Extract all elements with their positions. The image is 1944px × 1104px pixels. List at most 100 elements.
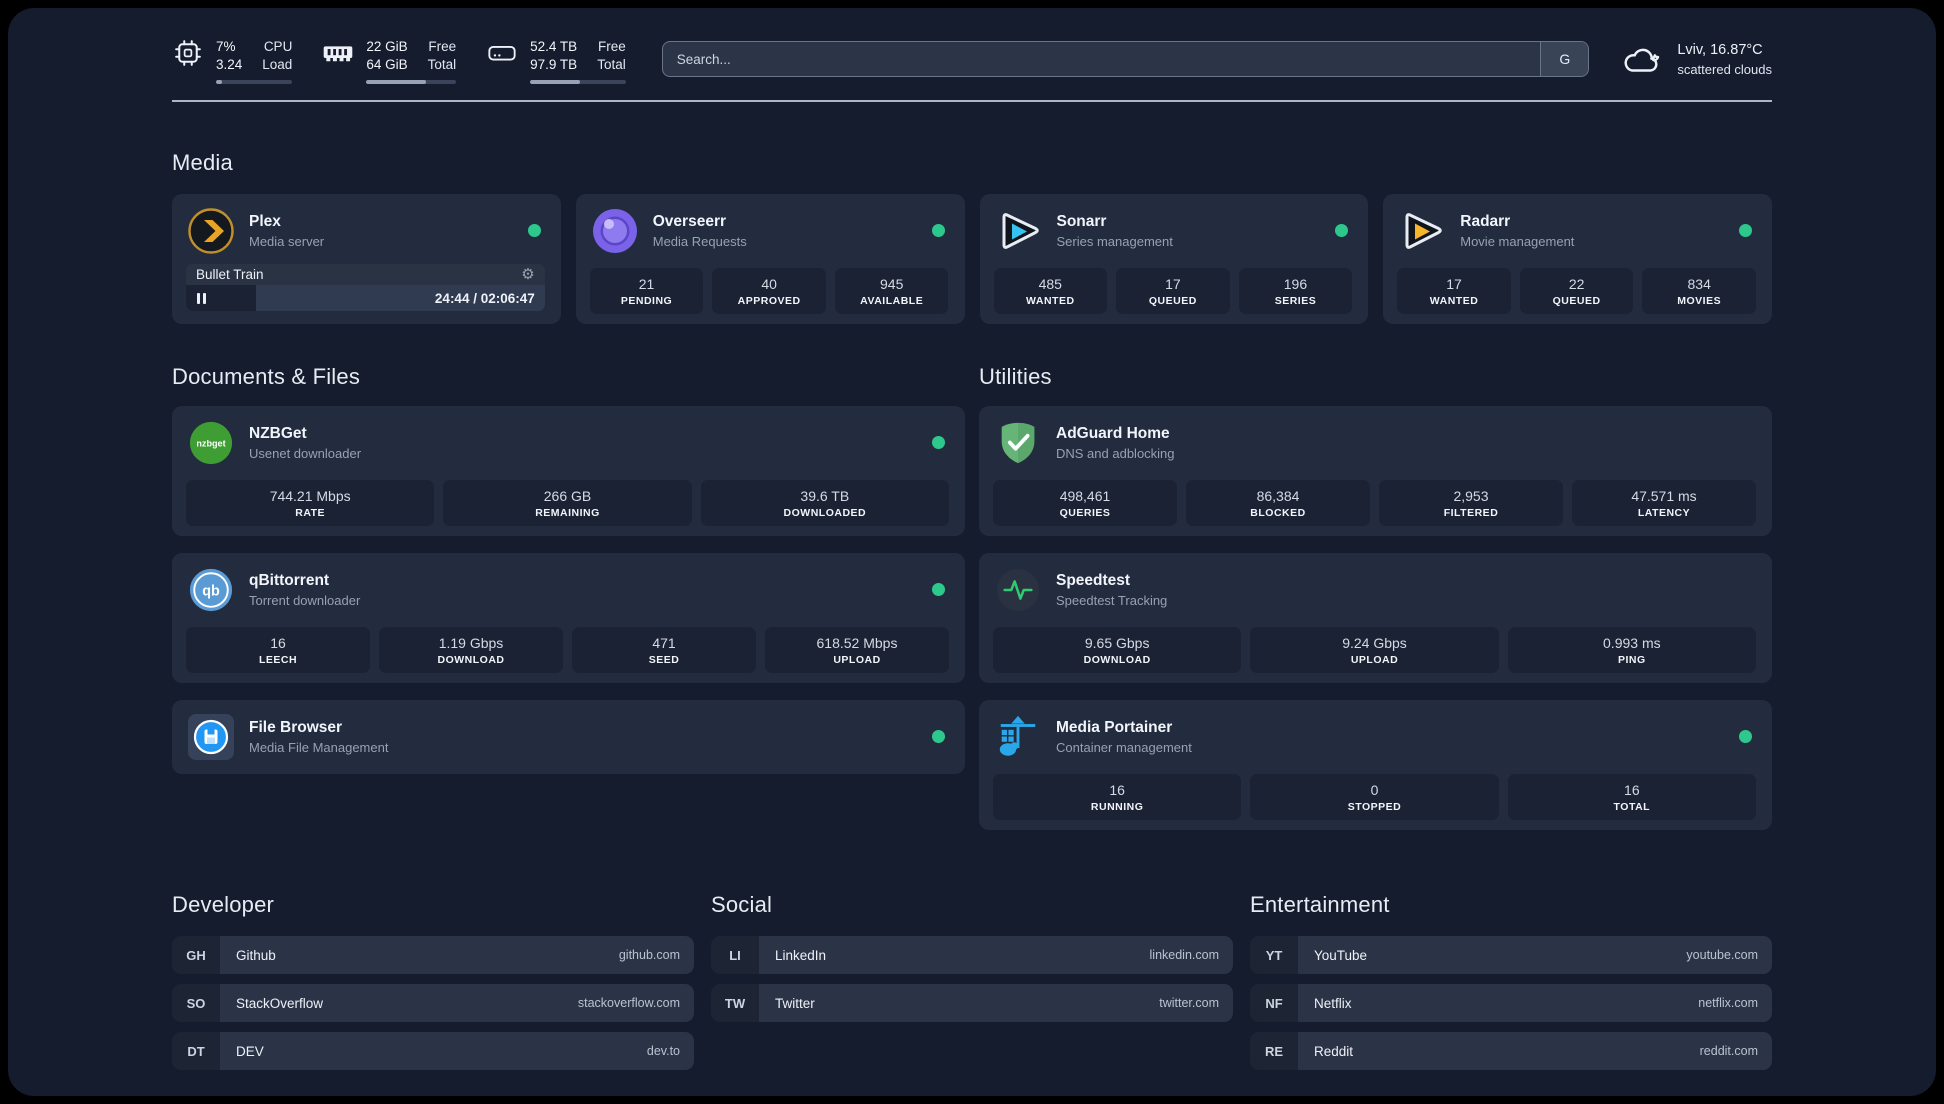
status-indicator [932,583,945,596]
status-indicator [1739,224,1752,237]
stat-leech: 16 LEECH [186,627,370,673]
status-indicator [1739,730,1752,743]
overseerr-icon [590,206,640,256]
status-indicator [527,224,541,237]
utilities-column: Utilities AdGuard Home [979,364,1772,830]
bookmark-abbr: TW [711,984,759,1022]
disk-total-value: 97.9 TB [530,57,578,72]
app-card-portainer[interactable]: Media Portainer Container management 16 R… [979,700,1772,830]
stat-queued: 17 QUEUED [1116,268,1230,314]
app-card-speedtest[interactable]: Speedtest Speedtest Tracking 9.65 Gbps DO… [979,553,1772,683]
plex-now-playing-widget: Bullet Train ⚙ 24:44 / 02:06:47 [186,264,545,311]
app-name: Overseerr [652,213,727,230]
app-description: DNS and adblocking [1056,446,1175,461]
stat-filtered: 2,953 FILTERED [1379,480,1563,526]
bookmark-url: stackoverflow.com [577,996,680,1010]
bookmark-abbr: YT [1250,936,1298,974]
media-grid: Plex Media server Bullet Train ⚙ 24:44 /… [172,194,1772,324]
speedtest-icon [993,565,1043,615]
bookmark-link-stackoverflow[interactable]: SO StackOverflow stackoverflow.com [172,984,694,1022]
bookmarks-entertainment: Entertainment YT YouTube youtube.com NF … [1250,892,1772,1080]
stat-upload: 618.52 Mbps UPLOAD [765,627,949,673]
search-engine-button[interactable]: G [1540,42,1589,76]
stat-queries: 498,461 QUERIES [993,480,1177,526]
app-card-nzbget[interactable]: nzbget NZBGet Usenet downloader 744.21 M… [172,406,965,536]
cpu-icon [172,38,204,68]
bookmark-link-github[interactable]: GH Github github.com [172,936,694,974]
bookmark-link-dev[interactable]: DT DEV dev.to [172,1032,694,1070]
disk-free-label: Free [597,39,626,54]
app-card-plex[interactable]: Plex Media server Bullet Train ⚙ 24:44 /… [172,194,561,324]
section-title-social: Social [711,892,773,917]
app-card-adguard[interactable]: AdGuard Home DNS and adblocking 498,461 Q… [979,406,1772,536]
bookmark-abbr: NF [1250,984,1298,1022]
cloud-icon [1621,45,1663,75]
stat-remaining: 266 GB REMAINING [443,480,692,526]
adguard-icon [993,418,1043,468]
app-card-qbittorrent[interactable]: qb qBittorrent Torrent downloader 16 LEEC… [172,553,965,683]
gear-icon[interactable]: ⚙ [521,266,535,283]
section-title-media: Media [172,150,233,175]
stat-downloaded: 39.6 TB DOWNLOADED [700,480,949,526]
bookmark-link-youtube[interactable]: YT YouTube youtube.com [1250,936,1772,974]
cpu-widget: 7% CPU 3.24 Load [172,38,293,86]
stat-wanted: 17 WANTED [1397,268,1511,314]
bookmark-name: Reddit [1314,1043,1354,1059]
weather-condition: scattered clouds [1677,62,1772,77]
bookmark-link-twitter[interactable]: TW Twitter twitter.com [711,984,1233,1022]
app-name: Sonarr [1056,213,1107,230]
bookmark-name: LinkedIn [775,947,827,963]
disk-widget: 52.4 TB Free 97.9 TB Total [486,38,626,86]
app-card-overseerr[interactable]: Overseerr Media Requests 21 PENDING 40 APP… [575,194,965,324]
bookmarks-developer: Developer GH Github github.com SO StackO… [172,892,694,1080]
documents-column: Documents & Files nzbget NZBGet U [172,364,965,774]
disk-total-label: Total [597,57,626,72]
stat-latency: 47.571 ms LATENCY [1572,480,1756,526]
status-indicator [932,730,945,743]
bookmark-name: StackOverflow [236,995,324,1011]
playback-time: 24:44 / 02:06:47 [434,290,535,306]
cpu-progress-bar [216,80,293,84]
bookmark-link-netflix[interactable]: NF Netflix netflix.com [1250,984,1772,1022]
app-name: Speedtest [1056,572,1131,589]
bookmark-name: Twitter [775,995,815,1011]
bookmark-link-reddit[interactable]: RE Reddit reddit.com [1250,1032,1772,1070]
ram-progress-bar [366,80,457,84]
filebrowser-icon [186,712,236,762]
app-card-filebrowser[interactable]: File Browser Media File Management [172,700,965,774]
stat-download: 1.19 Gbps DOWNLOAD [379,627,563,673]
bookmark-abbr: DT [172,1032,220,1070]
app-card-sonarr[interactable]: Sonarr Series management 485 WANTED 17 QUE… [979,194,1369,324]
pause-button[interactable] [197,292,206,304]
app-name: AdGuard Home [1056,425,1170,442]
search-bar: G [661,41,1590,77]
weather-widget: Lviv, 16.87°C scattered clouds [1621,41,1772,79]
stat-pending: 21 PENDING [589,268,704,314]
app-description: Speedtest Tracking [1056,593,1168,608]
bookmark-url: twitter.com [1159,996,1219,1010]
bookmark-name: YouTube [1314,947,1368,963]
section-title-documents: Documents & Files [172,364,361,389]
stat-wanted: 485 WANTED [993,268,1108,314]
search-input[interactable] [661,41,1590,77]
stat-stopped: 0 STOPPED [1250,774,1499,820]
app-name: Media Portainer [1056,719,1173,736]
app-description: Usenet downloader [249,446,362,461]
svg-text:nzbget: nzbget [196,438,225,448]
cpu-load-label: Load [262,57,293,72]
ram-total-label: Total [427,57,457,72]
bookmark-link-linkedin[interactable]: LI LinkedIn linkedin.com [711,936,1233,974]
plex-icon [186,206,236,256]
now-playing-title: Bullet Train [196,267,264,282]
app-description: Media Requests [652,234,747,249]
bookmark-url: reddit.com [1699,1044,1758,1058]
bookmark-abbr: SO [172,984,220,1022]
cpu-load-value: 3.24 [216,57,243,72]
stat-queued: 22 QUEUED [1519,268,1634,314]
bookmark-name: Netflix [1314,995,1352,1011]
playback-progress-bar[interactable]: 24:44 / 02:06:47 [186,285,545,311]
ram-widget: 22 GiB Free 64 GiB Total [322,38,457,86]
app-card-radarr[interactable]: Radarr Movie management 17 WANTED 22 QUEUE… [1383,194,1772,324]
bookmark-name: DEV [236,1043,264,1059]
bookmark-abbr: LI [711,936,759,974]
